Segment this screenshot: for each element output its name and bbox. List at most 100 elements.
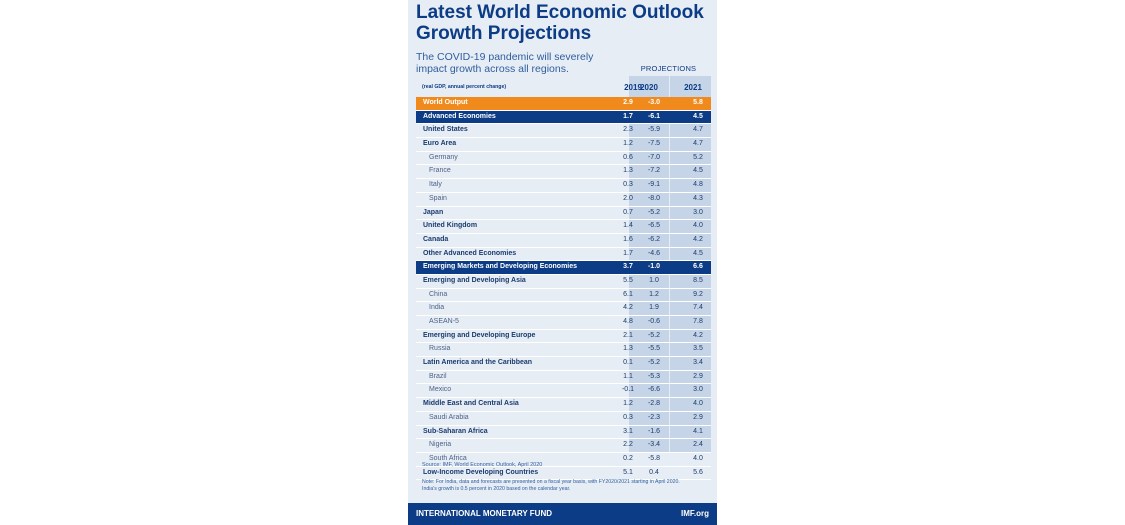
value-2021: 3.0	[693, 208, 703, 216]
table-row: Canada 1.6 -6.2 4.2	[416, 234, 711, 248]
footer-bar: INTERNATIONAL MONETARY FUND IMF.org	[408, 503, 717, 525]
value-2021: 6.6	[693, 263, 703, 271]
table-row: China 6.1 1.2 9.2	[416, 289, 711, 303]
value-2019: 1.1	[623, 372, 633, 380]
value-2019: 3.7	[623, 263, 633, 271]
row-label: Emerging and Developing Europe	[423, 331, 536, 339]
table-row: India 4.2 1.9 7.4	[416, 302, 711, 316]
value-2020: -7.2	[647, 167, 661, 175]
value-2019: 1.7	[623, 249, 633, 257]
table-row: Low-Income Developing Countries 5.1 0.4 …	[416, 467, 711, 481]
value-2020: 1.9	[649, 304, 659, 312]
value-2020: -4.6	[647, 249, 661, 257]
table-row-emerging-markets: Emerging Markets and Developing Economie…	[416, 261, 711, 275]
value-2021: 7.8	[693, 318, 703, 325]
value-2019: 1.3	[623, 167, 633, 175]
value-2021: 5.6	[693, 468, 703, 476]
value-2021: 3.4	[693, 359, 703, 367]
row-label: Advanced Economies	[423, 112, 496, 120]
table-row: Nigeria 2.2 -3.4 2.4	[416, 439, 711, 453]
value-2021: 4.1	[693, 427, 703, 435]
row-label: ASEAN-5	[429, 318, 459, 325]
value-2021: 4.8	[693, 181, 703, 189]
value-2020: -0.6	[647, 318, 661, 325]
value-2019: 1.6	[623, 235, 633, 243]
row-label: India	[429, 304, 445, 312]
value-2019: 0.2	[623, 454, 633, 462]
value-2021: 8.5	[693, 276, 703, 284]
projections-label: PROJECTIONS	[640, 64, 697, 73]
value-2019: 1.7	[623, 112, 633, 120]
table-row: Middle East and Central Asia 1.2 -2.8 4.…	[416, 398, 711, 412]
value-2020: -1.0	[647, 263, 661, 271]
table-row: Euro Area 1.2 -7.5 4.7	[416, 138, 711, 152]
unit-note: (real GDP, annual percent change)	[422, 84, 507, 90]
value-2020: -6.6	[647, 386, 661, 394]
row-label: Saudi Arabia	[429, 413, 469, 421]
row-label: Middle East and Central Asia	[423, 400, 519, 408]
page-title: Latest World Economic Outlook Growth Pro…	[416, 2, 704, 44]
row-label: Low-Income Developing Countries	[423, 468, 539, 476]
value-2021: 4.5	[693, 167, 703, 175]
row-label: France	[429, 167, 451, 175]
row-label: Spain	[429, 194, 447, 202]
value-2020: -5.2	[647, 331, 661, 339]
value-2021: 3.0	[693, 386, 703, 394]
row-label: China	[429, 290, 448, 298]
value-2019: 4.2	[623, 304, 633, 312]
row-label: Euro Area	[423, 140, 457, 148]
value-2020: -8.0	[647, 194, 661, 202]
row-label: Brazil	[429, 372, 447, 380]
table-row: Germany 0.6 -7.0 5.2	[416, 152, 711, 166]
row-label: Latin America and the Caribbean	[423, 359, 533, 367]
table-row: Italy 0.3 -9.1 4.8	[416, 179, 711, 193]
table-row: Sub-Saharan Africa 3.1 -1.6 4.1	[416, 426, 711, 440]
value-2019: 4.8	[623, 318, 633, 325]
value-2020: -5.8	[647, 454, 661, 462]
value-2020: 1.2	[649, 290, 659, 298]
value-2019: 1.2	[623, 140, 633, 148]
column-header-2020: 2020	[640, 83, 658, 92]
value-2019: 0.3	[623, 413, 633, 421]
row-label: Japan	[423, 208, 444, 216]
value-2019: 0.1	[623, 359, 633, 367]
value-2021: 5.2	[693, 153, 703, 161]
table-row-advanced-economies: Advanced Economies 1.7 -6.1 4.5	[416, 110, 711, 125]
value-2019: 5.5	[623, 276, 633, 284]
value-2019: 3.1	[623, 427, 633, 435]
source-note: Source: IMF, World Economic Outlook, Apr…	[422, 462, 543, 468]
value-2021: 9.2	[693, 290, 703, 298]
value-2020: -1.6	[647, 427, 661, 435]
value-2019: 1.4	[623, 222, 633, 230]
table-row-world-output: World Output 2.9 -3.0 5.8	[416, 97, 711, 111]
value-2019: 2.9	[623, 99, 633, 106]
row-label: World Output	[423, 99, 468, 106]
value-2020: -5.9	[647, 126, 661, 134]
value-2019: 1.3	[623, 345, 633, 353]
value-2021: 4.7	[693, 140, 703, 148]
value-2020: -3.4	[647, 441, 661, 449]
row-label: Russia	[429, 345, 451, 353]
table-row: Latin America and the Caribbean 0.1 -5.2…	[416, 357, 711, 371]
value-2020: 0.4	[649, 468, 659, 476]
value-2020: -5.2	[647, 359, 661, 367]
value-2021: 4.5	[693, 112, 703, 120]
table-row: Spain 2.0 -8.0 4.3	[416, 193, 711, 207]
table-row: South Africa 0.2 -5.8 4.0	[416, 453, 711, 467]
row-label: Germany	[429, 153, 458, 161]
value-2020: -6.5	[647, 222, 661, 230]
org-name: INTERNATIONAL MONETARY FUND	[416, 509, 552, 518]
table-row: Russia 1.3 -5.5 3.5	[416, 343, 711, 358]
table-row: Emerging and Developing Asia 5.5 1.0 8.5	[416, 275, 711, 289]
value-2019: 2.2	[623, 441, 633, 449]
value-2020: -5.2	[647, 208, 661, 216]
value-2020: -3.0	[647, 99, 661, 106]
value-2020: -6.2	[647, 235, 661, 243]
row-label: Emerging Markets and Developing Economie…	[423, 263, 578, 271]
infographic-panel: Latest World Economic Outlook Growth Pro…	[408, 0, 717, 525]
row-label: United States	[423, 126, 468, 134]
website-link[interactable]: IMF.org	[681, 509, 709, 518]
row-label: South Africa	[429, 454, 467, 462]
value-2021: 4.7	[693, 126, 703, 134]
value-2020: -5.3	[647, 372, 661, 380]
